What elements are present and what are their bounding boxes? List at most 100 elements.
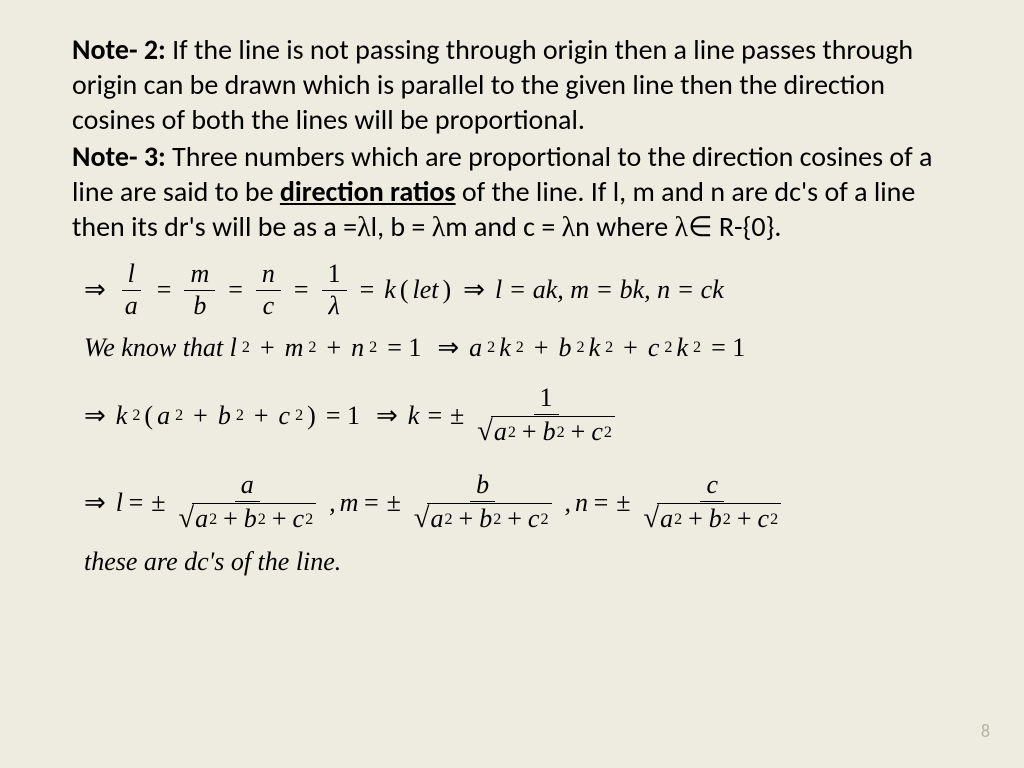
let: let — [412, 277, 438, 303]
sup: 2 — [241, 340, 250, 356]
note-3-text-c: l, b = — [371, 209, 432, 244]
note-3-text-e: n where — [575, 209, 674, 244]
lambda-1: λ — [357, 212, 371, 243]
radicand: a2 + b2 + c2 — [192, 503, 316, 534]
sup: 2 — [722, 511, 731, 529]
num: n — [256, 259, 281, 291]
arrow-icon: ⇒ — [84, 277, 112, 303]
equation-3: ⇒ k2 ( a2 + b2 + c2 ) = 1 ⇒ k = ± 1 √ a2 — [82, 383, 952, 448]
num: a — [235, 470, 260, 502]
k: k — [116, 403, 128, 429]
eq: = — [222, 277, 249, 303]
note-2-text: If the line is not passing through origi… — [72, 32, 913, 137]
radicand: a2 + b2 + c2 — [427, 503, 551, 534]
slide: Note- 2: If the line is not passing thro… — [0, 0, 1024, 768]
eq: = — [288, 277, 315, 303]
sup: 2 — [307, 340, 316, 356]
sup: 2 — [492, 511, 501, 529]
plus: + — [217, 505, 244, 534]
arrow-icon: ⇒ — [455, 277, 491, 303]
frac-l: a √ a2 + b2 + c2 — [169, 470, 325, 535]
c: c — [758, 505, 770, 534]
k: k — [384, 277, 396, 303]
k: k — [589, 335, 601, 361]
c: c — [293, 505, 305, 534]
radicand: a2 + b2 + c2 — [491, 416, 615, 447]
den: √ a2 + b2 + c2 — [408, 502, 558, 535]
pm: = ± — [127, 490, 165, 516]
m: m — [340, 490, 359, 516]
eq: = — [354, 277, 381, 303]
num: l — [122, 259, 141, 291]
frac-n: c √ a2 + b2 + c2 — [634, 470, 790, 535]
frac-mb: m b — [181, 259, 218, 321]
comma: , — [565, 490, 572, 516]
plus: + — [565, 418, 592, 447]
c: c — [591, 418, 603, 447]
sup: 2 — [556, 424, 565, 442]
den: √ a2 + b2 + c2 — [637, 502, 787, 535]
dc-conclusion: these are dc's of the line. — [84, 549, 341, 575]
keq: k = ± — [408, 403, 464, 429]
eq1: = 1 — [705, 335, 751, 361]
lambda-4: λ — [675, 212, 689, 243]
note-2: Note- 2: If the line is not passing thro… — [72, 32, 952, 137]
num: b — [470, 470, 495, 502]
plus: + — [187, 403, 214, 429]
sup: 2 — [539, 511, 548, 529]
a: a — [469, 335, 482, 361]
eq: = — [151, 277, 178, 303]
note-3-label: Note- 3: — [72, 139, 172, 174]
a: a — [494, 418, 507, 447]
equation-5: these are dc's of the line. — [82, 549, 952, 575]
plus: + — [254, 335, 281, 361]
plus: + — [528, 335, 555, 361]
c: c — [279, 403, 291, 429]
we-know: We know that l — [84, 335, 237, 361]
pm: = ± — [592, 490, 630, 516]
plus: + — [248, 403, 275, 429]
sup: 2 — [692, 340, 701, 356]
sup: 2 — [769, 511, 778, 529]
radicand: a2 + b2 + c2 — [657, 503, 781, 534]
plus: + — [320, 335, 347, 361]
plus: + — [453, 505, 480, 534]
paren: ( — [144, 403, 153, 429]
plus: + — [266, 505, 293, 534]
equation-1: ⇒ l a = m b = n c = 1 λ = k (let) ⇒ — [82, 259, 952, 321]
lambda-2: λ — [432, 212, 446, 243]
eq1: = 1 — [381, 335, 427, 361]
sup: 2 — [673, 511, 682, 529]
m: m — [285, 335, 304, 361]
plus: + — [682, 505, 709, 534]
sup: 2 — [515, 340, 524, 356]
note-2-label: Note- 2: — [72, 32, 172, 67]
sup: 2 — [257, 511, 266, 529]
sup: 2 — [174, 408, 183, 424]
plus: + — [731, 505, 758, 534]
sup: 2 — [576, 340, 585, 356]
num: 1 — [534, 383, 559, 415]
arrow-icon: ⇒ — [431, 335, 465, 361]
lambda-3: λ — [562, 212, 576, 243]
n: n — [575, 490, 588, 516]
sup: 2 — [368, 340, 377, 356]
b: b — [543, 418, 556, 447]
num: 1 — [322, 259, 347, 291]
frac-m: b √ a2 + b2 + c2 — [405, 470, 561, 535]
den: b — [187, 291, 212, 322]
arrow-icon: ⇒ — [370, 403, 404, 429]
paren: ) — [307, 403, 316, 429]
math-block: ⇒ l a = m b = n c = 1 λ = k ( let) ⇒ — [82, 259, 952, 575]
pm: = ± — [362, 490, 400, 516]
eq1: = 1 — [320, 403, 366, 429]
equation-2: We know that l2 + m2 + n2 = 1 ⇒ a2k2 + b… — [82, 335, 952, 361]
note-3-text-f: R-{0}. — [713, 209, 782, 244]
a: a — [195, 505, 208, 534]
den: c — [257, 291, 281, 322]
den: λ — [322, 291, 345, 322]
sup: 2 — [131, 408, 140, 424]
result: l = ak, m = bk, n = ck — [495, 277, 724, 303]
n: n — [351, 335, 364, 361]
frac-1l: 1 λ — [319, 259, 350, 321]
